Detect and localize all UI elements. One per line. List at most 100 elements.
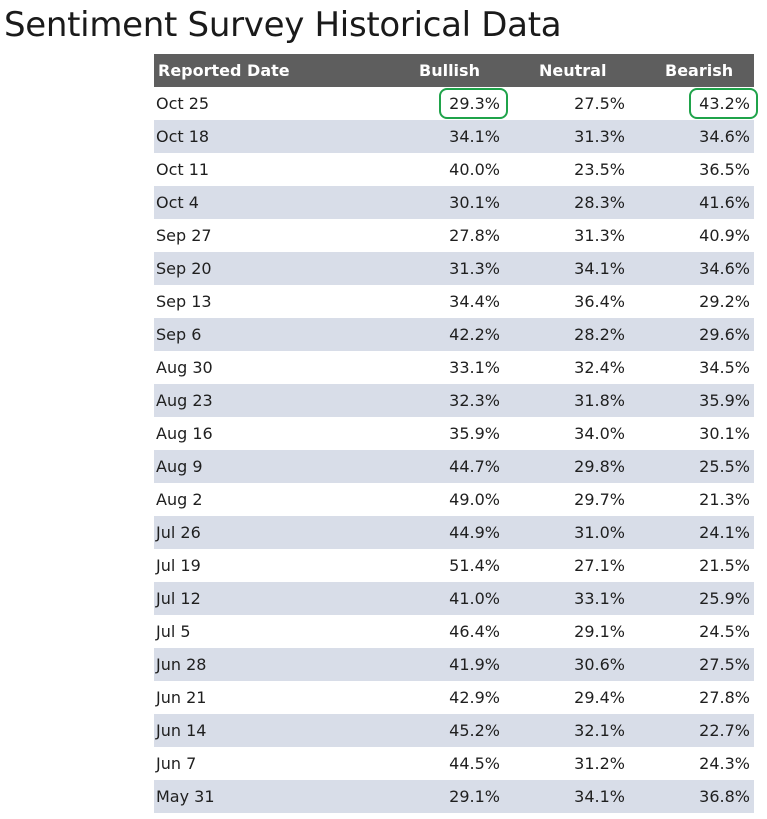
bearish-cell: 27.5% bbox=[629, 648, 754, 681]
neutral-value: 32.1% bbox=[574, 721, 625, 740]
neutral-value: 29.4% bbox=[574, 688, 625, 707]
column-header-bearish: Bearish bbox=[665, 61, 734, 80]
table-row: Sep 27 27.8% 31.3% 40.9% bbox=[154, 219, 754, 252]
bearish-cell: 35.9% bbox=[629, 384, 754, 417]
bullish-value: 34.4% bbox=[449, 292, 500, 311]
bullish-cell: 30.1% bbox=[355, 186, 504, 219]
bearish-cell: 36.5% bbox=[629, 153, 754, 186]
table-row: Oct 25 29.3% 27.5% 43.2% bbox=[154, 87, 758, 120]
reported-date-cell: Jun 14 bbox=[156, 721, 207, 740]
neutral-value: 31.8% bbox=[574, 391, 625, 410]
bearish-value: 36.5% bbox=[699, 160, 750, 179]
bearish-value: 35.9% bbox=[699, 391, 750, 410]
bearish-value: 24.5% bbox=[699, 622, 750, 641]
bullish-cell: 40.0% bbox=[355, 153, 504, 186]
neutral-value: 34.1% bbox=[574, 259, 625, 278]
bullish-cell: 44.7% bbox=[355, 450, 504, 483]
table-header: Reported Date Bullish Neutral Bearish bbox=[154, 54, 754, 87]
bearish-cell: 34.6% bbox=[629, 120, 754, 153]
neutral-value: 28.2% bbox=[574, 325, 625, 344]
neutral-value: 27.5% bbox=[574, 94, 625, 113]
table-row: Jul 26 44.9% 31.0% 24.1% bbox=[154, 516, 754, 549]
bullish-cell: 51.4% bbox=[355, 549, 504, 582]
bullish-cell: 46.4% bbox=[355, 615, 504, 648]
neutral-value: 34.1% bbox=[574, 787, 625, 806]
bullish-value: 49.0% bbox=[449, 490, 500, 509]
bullish-cell: 35.9% bbox=[355, 417, 504, 450]
reported-date-cell: Jul 19 bbox=[156, 556, 201, 575]
neutral-value: 32.4% bbox=[574, 358, 625, 377]
bullish-value: 35.9% bbox=[449, 424, 500, 443]
neutral-cell: 31.2% bbox=[504, 747, 629, 780]
bearish-cell: 21.3% bbox=[629, 483, 754, 516]
reported-date-cell: Aug 9 bbox=[156, 457, 203, 476]
reported-date-cell: Sep 6 bbox=[156, 325, 202, 344]
bullish-value: 30.1% bbox=[449, 193, 500, 212]
bearish-cell: 36.8% bbox=[629, 780, 754, 813]
neutral-cell: 29.7% bbox=[504, 483, 629, 516]
bullish-value: 41.9% bbox=[449, 655, 500, 674]
neutral-cell: 31.0% bbox=[504, 516, 629, 549]
bullish-value: 27.8% bbox=[449, 226, 500, 245]
column-header-reported-date: Reported Date bbox=[158, 61, 290, 80]
bearish-cell: 25.5% bbox=[629, 450, 754, 483]
reported-date-cell: Aug 23 bbox=[156, 391, 213, 410]
reported-date-cell: Jul 26 bbox=[156, 523, 201, 542]
table-row: Sep 13 34.4% 36.4% 29.2% bbox=[154, 285, 754, 318]
table-row: Jul 5 46.4% 29.1% 24.5% bbox=[154, 615, 754, 648]
bullish-value: 45.2% bbox=[449, 721, 500, 740]
bullish-value: 51.4% bbox=[449, 556, 500, 575]
bullish-value: 31.3% bbox=[449, 259, 500, 278]
column-header-neutral: Neutral bbox=[539, 61, 607, 80]
bullish-value: 29.3% bbox=[449, 94, 500, 113]
table-row: Oct 11 40.0% 23.5% 36.5% bbox=[154, 153, 754, 186]
reported-date-cell: Oct 18 bbox=[156, 127, 210, 146]
bullish-value: 33.1% bbox=[449, 358, 500, 377]
neutral-value: 27.1% bbox=[574, 556, 625, 575]
neutral-cell: 31.3% bbox=[504, 120, 629, 153]
bearish-value: 24.3% bbox=[699, 754, 750, 773]
bearish-cell: 40.9% bbox=[629, 219, 754, 252]
neutral-cell: 23.5% bbox=[504, 153, 629, 186]
table-row: Jun 7 44.5% 31.2% 24.3% bbox=[154, 747, 754, 780]
table-row: Aug 16 35.9% 34.0% 30.1% bbox=[154, 417, 754, 450]
table-row: Jul 19 51.4% 27.1% 21.5% bbox=[154, 549, 754, 582]
table-row: Jun 14 45.2% 32.1% 22.7% bbox=[154, 714, 754, 747]
bearish-cell: 43.2% bbox=[629, 87, 758, 120]
bullish-cell: 31.3% bbox=[355, 252, 504, 285]
bullish-value: 29.1% bbox=[449, 787, 500, 806]
bearish-value: 34.6% bbox=[699, 127, 750, 146]
table-row: Aug 2 49.0% 29.7% 21.3% bbox=[154, 483, 754, 516]
reported-date-cell: Aug 30 bbox=[156, 358, 213, 377]
bearish-value: 21.5% bbox=[699, 556, 750, 575]
reported-date-cell: Oct 25 bbox=[156, 94, 210, 113]
neutral-cell: 32.1% bbox=[504, 714, 629, 747]
bearish-cell: 29.2% bbox=[629, 285, 754, 318]
bearish-cell: 25.9% bbox=[629, 582, 754, 615]
table-row: Oct 4 30.1% 28.3% 41.6% bbox=[154, 186, 754, 219]
neutral-value: 30.6% bbox=[574, 655, 625, 674]
bullish-value: 42.2% bbox=[449, 325, 500, 344]
neutral-value: 31.3% bbox=[574, 226, 625, 245]
neutral-cell: 27.5% bbox=[504, 87, 629, 120]
bearish-value: 34.6% bbox=[699, 259, 750, 278]
neutral-value: 31.3% bbox=[574, 127, 625, 146]
reported-date-cell: Jul 5 bbox=[156, 622, 191, 641]
neutral-value: 31.0% bbox=[574, 523, 625, 542]
bearish-value: 40.9% bbox=[699, 226, 750, 245]
neutral-cell: 29.1% bbox=[504, 615, 629, 648]
column-header-bullish: Bullish bbox=[419, 61, 480, 80]
neutral-value: 23.5% bbox=[574, 160, 625, 179]
neutral-value: 29.1% bbox=[574, 622, 625, 641]
neutral-cell: 28.3% bbox=[504, 186, 629, 219]
reported-date-cell: Sep 20 bbox=[156, 259, 212, 278]
neutral-cell: 32.4% bbox=[504, 351, 629, 384]
bullish-value: 42.9% bbox=[449, 688, 500, 707]
bullish-cell: 29.3% bbox=[355, 87, 508, 120]
neutral-cell: 31.8% bbox=[504, 384, 629, 417]
bullish-cell: 45.2% bbox=[355, 714, 504, 747]
bullish-cell: 41.9% bbox=[355, 648, 504, 681]
bearish-value: 22.7% bbox=[699, 721, 750, 740]
neutral-cell: 34.1% bbox=[504, 780, 629, 813]
reported-date-cell: Jun 21 bbox=[156, 688, 207, 707]
